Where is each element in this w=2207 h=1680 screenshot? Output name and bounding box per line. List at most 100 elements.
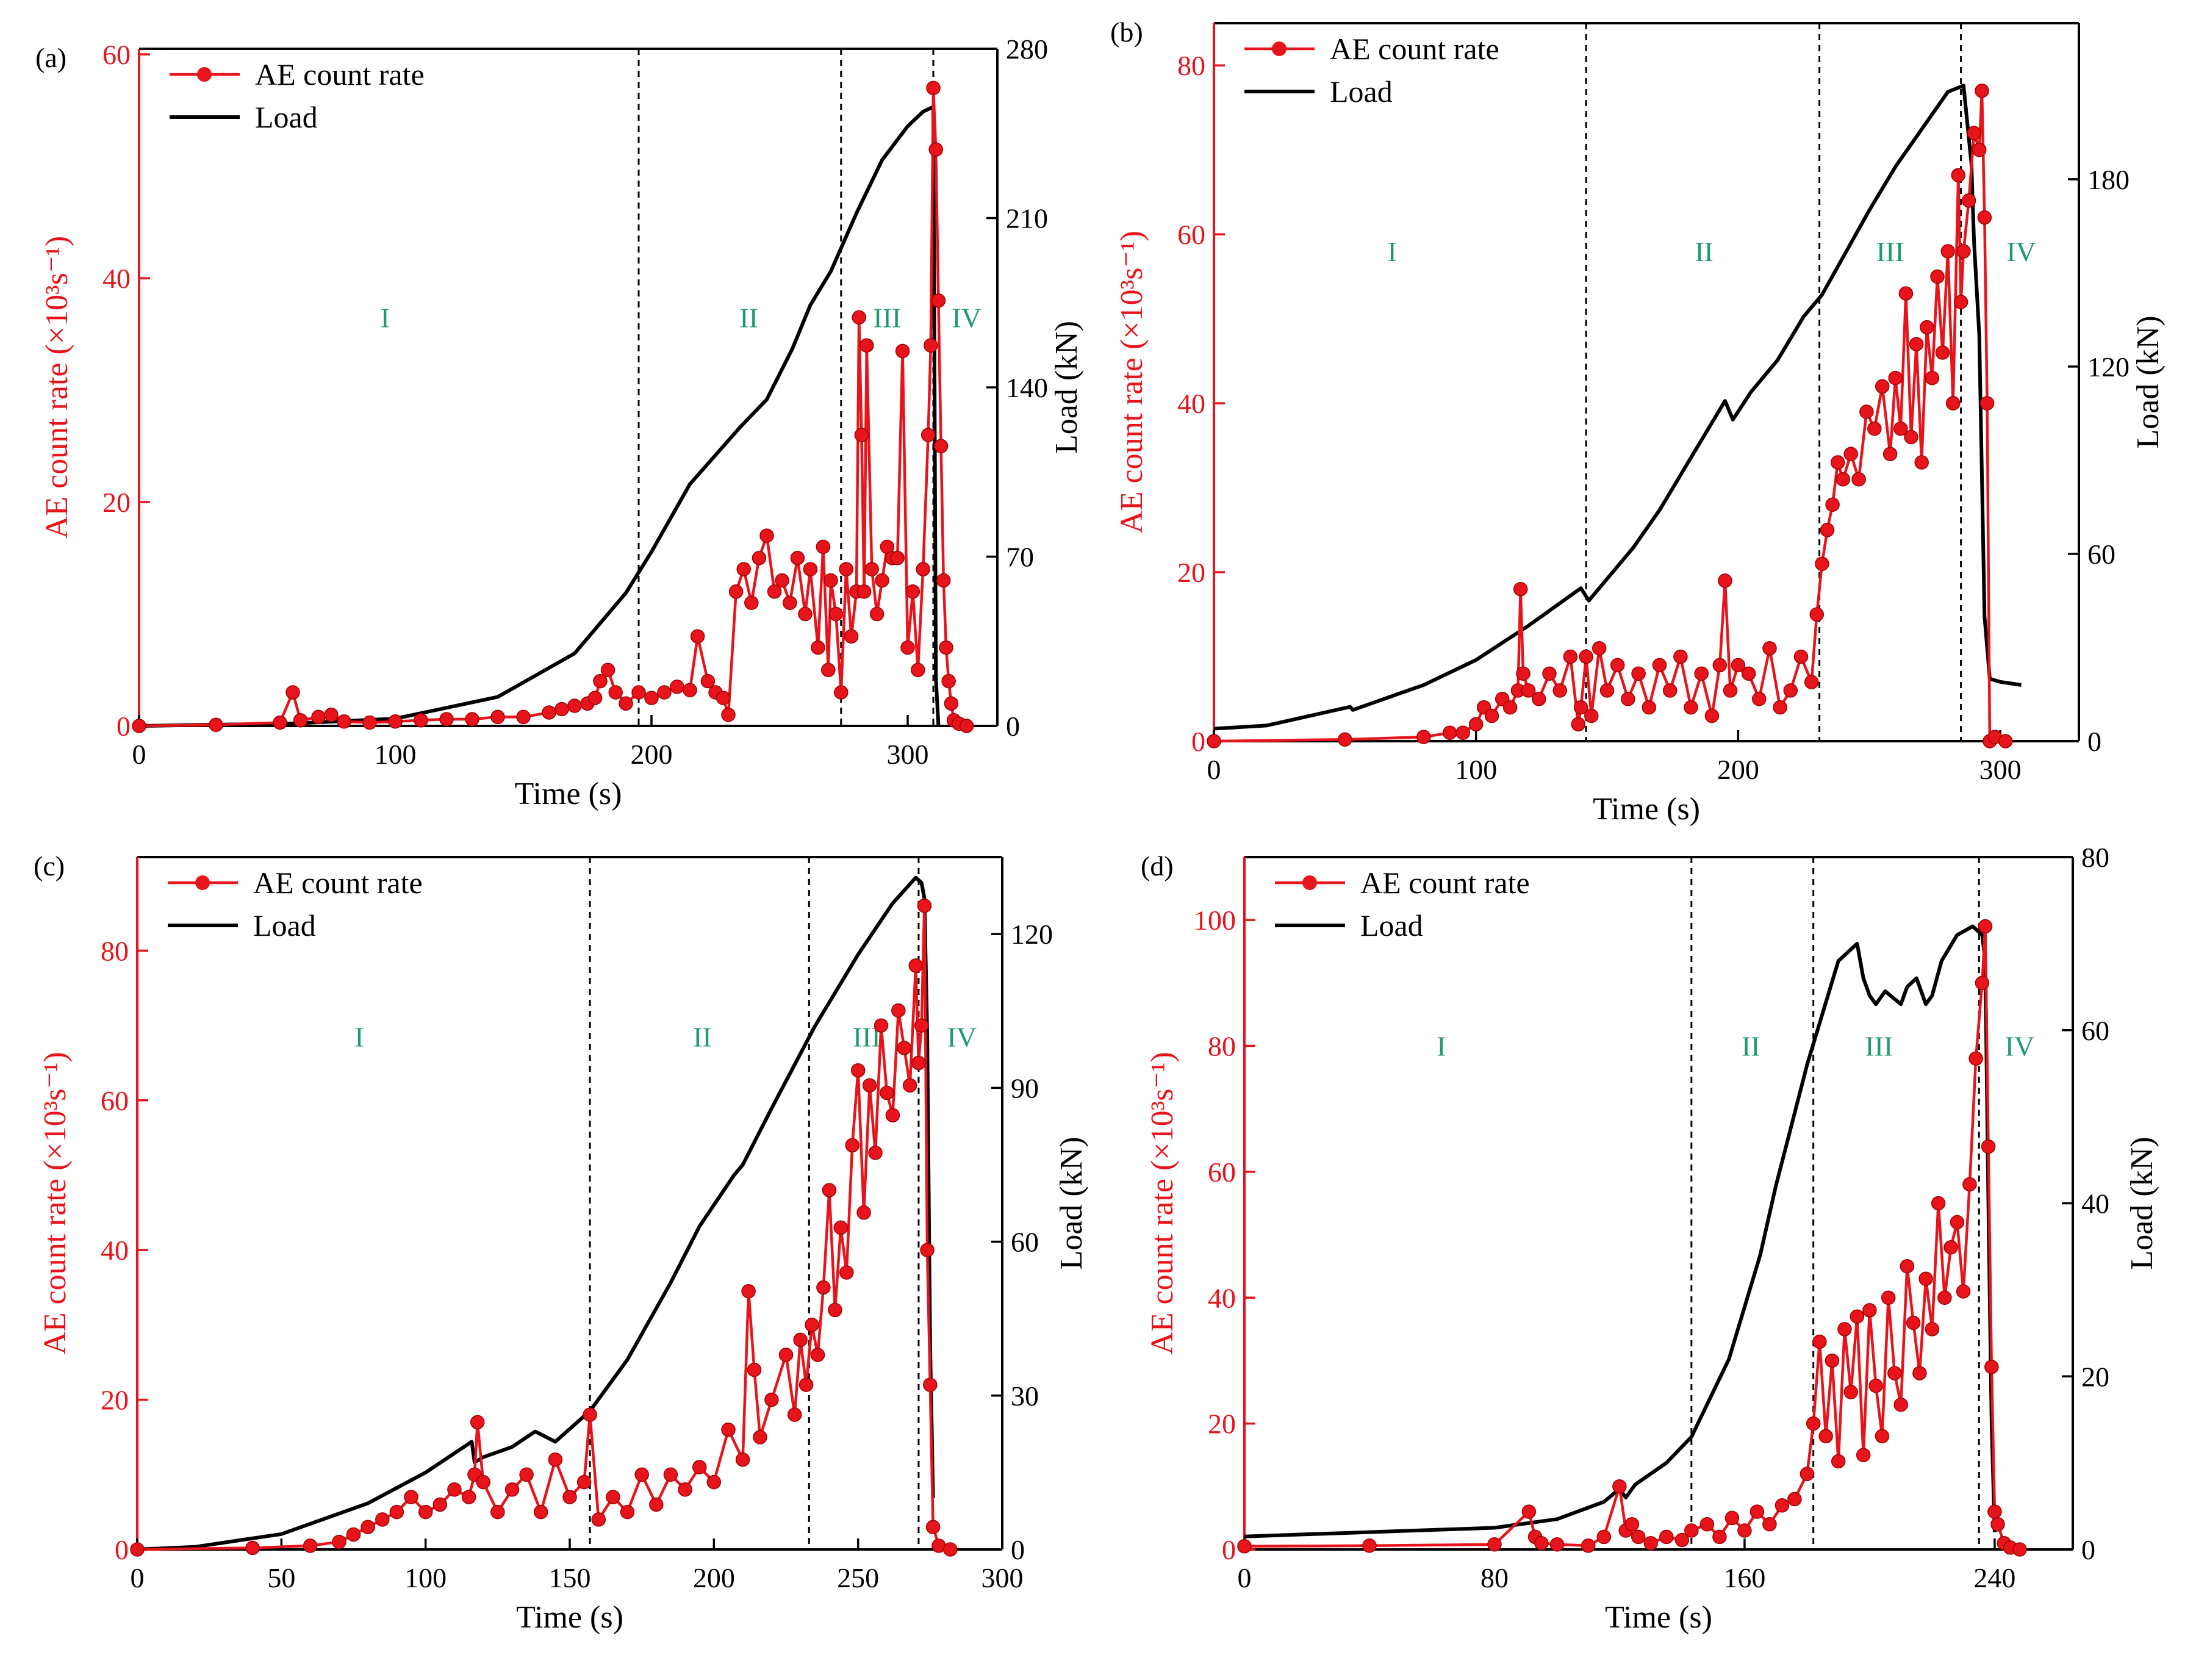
- ae-data-point: [1990, 1517, 2005, 1532]
- stage-label: I: [354, 1021, 364, 1052]
- ae-data-point: [1516, 666, 1531, 681]
- ae-data-point: [516, 709, 531, 725]
- ae-data-point: [1825, 1353, 1840, 1368]
- ae-data-point: [1893, 1397, 1908, 1412]
- ae-data-point: [1979, 396, 1995, 411]
- ae-data-point: [593, 673, 608, 689]
- ae-series-line: [138, 86, 967, 728]
- ae-data-point: [1563, 649, 1578, 664]
- ae-data-point: [1972, 142, 1987, 157]
- ae-data-point: [439, 712, 454, 727]
- ae-data-point: [944, 696, 959, 711]
- left-y-axis-title: AE count rate (×10³s⁻¹): [38, 1052, 73, 1355]
- right-y-tick-label: 30: [1011, 1380, 1039, 1412]
- x-tick-label: 100: [375, 739, 417, 770]
- ae-data-point: [1862, 1303, 1877, 1318]
- ae-data-point: [414, 713, 428, 728]
- ae-data-point: [542, 705, 556, 720]
- ae-data-point: [1599, 683, 1615, 698]
- panel-label: (c): [34, 850, 65, 881]
- ae-data-point: [816, 1280, 831, 1295]
- ae-data-point: [388, 714, 403, 729]
- stage-label: I: [1437, 1031, 1446, 1062]
- ae-data-point: [924, 338, 938, 353]
- ae-data-point: [1843, 447, 1858, 461]
- stage-label: II: [739, 302, 758, 333]
- chart-panel-4: 0 80 160 240 0 20 40 60 80 100 0 20 40 60 80 Time (s) AE…: [1141, 842, 2159, 1635]
- ae-data-point: [209, 717, 223, 732]
- ae-data-point: [1909, 337, 1924, 351]
- x-tick-label: 0: [1207, 754, 1221, 785]
- stage-label: II: [693, 1021, 712, 1052]
- ae-data-point: [941, 673, 956, 689]
- ae-series-line: [137, 904, 951, 1551]
- x-tick-label: 200: [631, 739, 673, 770]
- ae-data-point: [859, 338, 874, 353]
- ae-data-point: [1851, 472, 1866, 487]
- ae-data-point: [634, 1467, 649, 1482]
- ae-data-point: [933, 439, 949, 454]
- left-y-tick-label: 20: [101, 1385, 129, 1416]
- ae-data-point: [504, 1482, 520, 1497]
- ae-data-point: [822, 1183, 837, 1197]
- ae-data-point: [1674, 1532, 1690, 1548]
- ae-data-point: [1875, 1429, 1890, 1444]
- right-y-axis-title: Load (kN): [2125, 1136, 2159, 1269]
- ae-data-point: [1898, 286, 1914, 301]
- ae-data-point: [1800, 1466, 1815, 1481]
- ae-data-point: [1737, 1523, 1752, 1538]
- x-tick-label: 0: [1238, 1562, 1252, 1593]
- ae-data-point: [920, 428, 936, 442]
- legend-load-label: Load: [253, 908, 316, 942]
- ae-data-point: [1818, 1429, 1833, 1444]
- ae-data-point: [132, 719, 146, 733]
- ae-data-point: [931, 293, 946, 308]
- ae-data-point: [875, 573, 889, 588]
- ae-data-point: [735, 1452, 750, 1467]
- ae-data-point: [303, 1538, 318, 1553]
- legend-ae-label: AE count rate: [1360, 866, 1530, 900]
- ae-data-point: [1652, 658, 1667, 673]
- ae-data-point: [1837, 1322, 1852, 1337]
- ae-data-point: [631, 685, 646, 700]
- ae-data-point: [1809, 607, 1825, 622]
- ae-data-point: [926, 81, 941, 95]
- ae-data-point: [759, 528, 774, 543]
- ae-data-point: [1978, 919, 1993, 934]
- ae-data-point: [821, 662, 836, 678]
- ae-data-point: [1673, 649, 1688, 664]
- ae-data-point: [844, 629, 859, 644]
- x-tick-label: 150: [549, 1562, 591, 1593]
- legend-ae-swatch-marker: [197, 67, 212, 82]
- x-axis-title: Time (s): [1593, 792, 1700, 827]
- right-y-axis-title: Load (kN): [1049, 321, 1084, 454]
- left-y-tick-label: 0: [1222, 1534, 1236, 1565]
- ae-data-point: [1793, 649, 1809, 664]
- ae-data-point: [432, 1497, 448, 1512]
- left-y-tick-label: 60: [1177, 219, 1205, 250]
- x-tick-label: 250: [837, 1562, 879, 1593]
- ae-data-point: [1584, 708, 1599, 723]
- ae-data-point: [1967, 126, 1981, 140]
- ae-data-point: [897, 1041, 912, 1055]
- ae-data-point: [519, 1467, 534, 1482]
- ae-data-point: [1987, 1504, 2002, 1519]
- right-y-tick-label: 60: [1011, 1227, 1039, 1258]
- ae-data-point: [619, 696, 633, 711]
- ae-data-point: [810, 1348, 825, 1362]
- ae-data-point: [1937, 1290, 1952, 1305]
- x-tick-label: 0: [132, 739, 146, 770]
- ae-data-point: [783, 595, 797, 610]
- ae-data-point: [828, 1302, 842, 1318]
- ae-data-point: [1918, 1271, 1933, 1287]
- left-y-tick-label: 0: [117, 711, 131, 742]
- ae-data-point: [916, 562, 930, 576]
- ae-data-point: [928, 142, 943, 157]
- ae-data-point: [721, 707, 736, 722]
- ae-data-point: [1956, 244, 1971, 259]
- right-y-tick-label: 180: [2087, 164, 2130, 195]
- chart-panel-2: 0 100 200 300 0 20 40 60 80 0 60 120 180 Time (s) AE c…: [1110, 16, 2166, 827]
- ae-data-point: [721, 1422, 736, 1437]
- right-y-tick-label: 0: [1006, 711, 1020, 742]
